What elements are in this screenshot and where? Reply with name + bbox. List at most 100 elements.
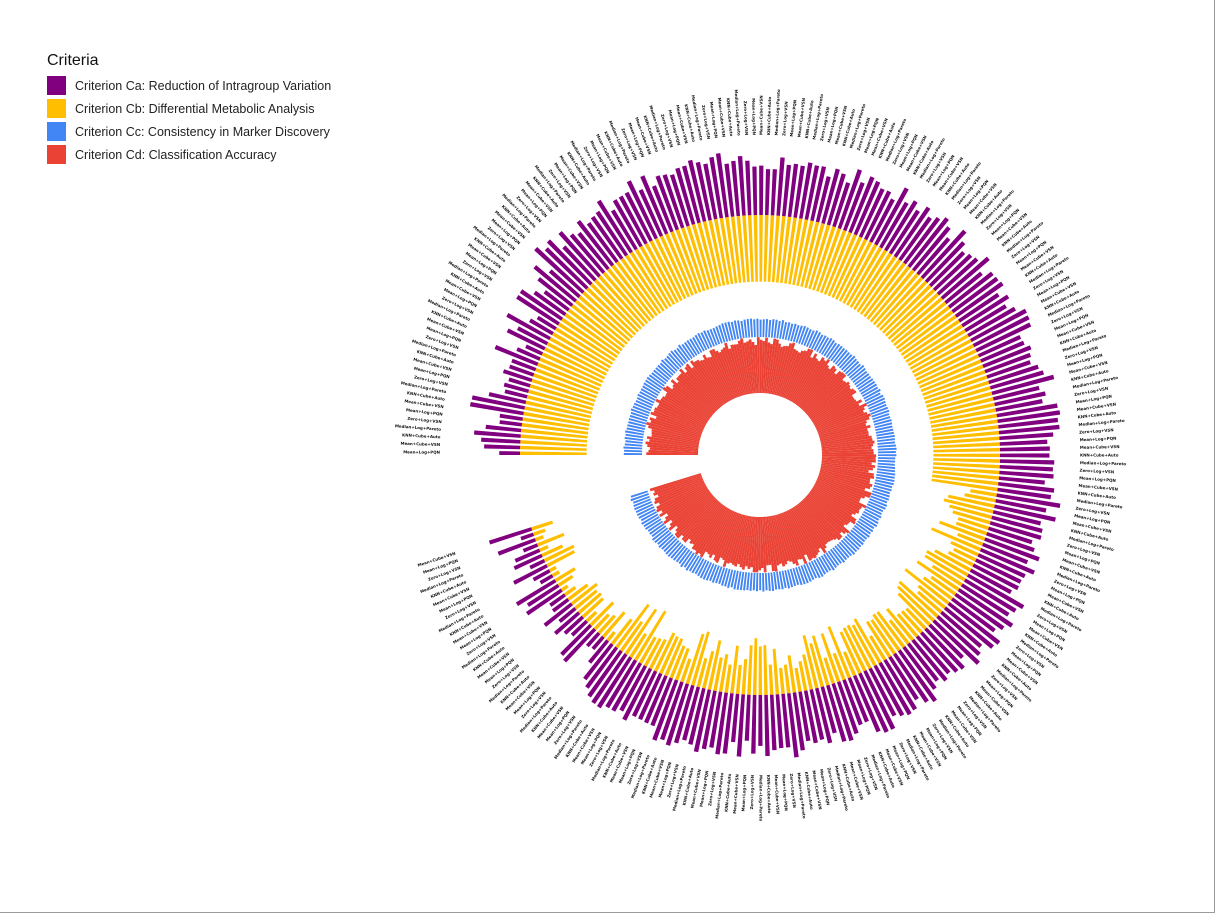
bar-cd	[711, 348, 736, 399]
bar-cb	[649, 240, 683, 302]
bar-cc	[736, 571, 742, 590]
bar-ca	[529, 318, 554, 336]
bar-ca	[764, 694, 770, 756]
bar-ca	[821, 168, 840, 224]
bar-cb	[882, 284, 932, 334]
bar-cb	[838, 241, 873, 302]
bar-ca	[967, 306, 1016, 338]
bar-cd	[747, 516, 755, 569]
bar-cd	[821, 435, 872, 446]
bar-cd	[658, 481, 705, 505]
bar-ca	[586, 221, 619, 264]
bar-cd	[647, 444, 699, 451]
bar-cc	[865, 505, 882, 516]
bar-cc	[700, 332, 710, 349]
bar-cb	[931, 478, 998, 492]
bar-cd	[707, 509, 733, 555]
legend-item-cc: Criterion Cc: Consistency in Marker Disc…	[47, 120, 331, 143]
bar-cd	[645, 441, 699, 450]
bar-cc	[739, 571, 745, 591]
category-tick-label: Mean+Log+PQN	[789, 100, 798, 137]
bar-cd	[699, 508, 730, 558]
bar-cb	[898, 310, 954, 353]
bar-cd	[737, 340, 750, 395]
bar-cb	[905, 607, 927, 630]
bar-cd	[820, 433, 869, 445]
bar-cc	[869, 498, 888, 507]
bar-cb	[521, 423, 589, 435]
bar-cc	[724, 322, 731, 342]
bar-cc	[787, 323, 794, 341]
bar-cd	[814, 399, 863, 427]
bar-cc	[877, 457, 896, 460]
bar-cd	[675, 496, 715, 532]
bar-ca	[651, 185, 674, 233]
bar-cd	[718, 351, 739, 398]
category-tick-label: Median+Log+Pareto	[714, 772, 724, 819]
bar-cb	[947, 550, 975, 567]
bar-cd	[735, 344, 749, 395]
bar-cd	[705, 508, 731, 553]
bar-cd	[784, 350, 807, 399]
bar-cd	[691, 366, 723, 407]
bar-cc	[678, 549, 691, 565]
bar-cd	[770, 515, 782, 564]
bar-cc	[808, 330, 819, 349]
bar-cc	[803, 564, 812, 582]
bar-ca	[644, 675, 668, 724]
bar-cc	[830, 548, 842, 564]
bar-cc	[852, 527, 868, 540]
bar-ca	[514, 548, 541, 563]
bar-cc	[871, 409, 890, 418]
legend-swatch-ca	[47, 76, 66, 95]
bar-cc	[852, 370, 868, 384]
bar-ca	[911, 638, 948, 682]
bar-ca	[815, 176, 831, 223]
category-tick-label: Zero+Log+VSN	[707, 771, 717, 806]
bar-cb	[933, 453, 1001, 458]
bar-cd	[674, 497, 716, 537]
bar-cc	[633, 498, 651, 508]
bar-cc	[625, 440, 643, 444]
bar-cb	[531, 378, 596, 403]
bar-cc	[873, 484, 892, 492]
bar-ca	[502, 369, 533, 383]
bar-cd	[722, 513, 741, 561]
bar-cc	[623, 452, 643, 455]
bar-cc	[810, 560, 821, 579]
bar-cb	[851, 624, 877, 667]
bar-cc	[818, 337, 830, 354]
bar-cd	[819, 423, 867, 439]
bar-cd	[817, 476, 871, 498]
bar-ca	[520, 532, 535, 541]
bar-cb	[869, 635, 887, 661]
bar-cb	[800, 221, 820, 288]
bar-cd	[709, 356, 733, 400]
bar-cb	[546, 342, 608, 376]
bar-cb	[549, 337, 610, 373]
bar-cc	[876, 431, 895, 437]
bar-cc	[858, 518, 875, 530]
bar-ca	[709, 691, 723, 748]
bar-ca	[826, 173, 846, 226]
bar-cc	[877, 468, 896, 473]
bar-cc	[840, 539, 856, 555]
bar-cb	[697, 222, 718, 288]
bar-cb	[702, 221, 722, 287]
bar-cb	[659, 635, 679, 675]
bar-cc	[874, 422, 893, 429]
bar-cc	[875, 476, 895, 483]
bar-cc	[646, 376, 664, 389]
bar-ca	[957, 588, 1014, 628]
bar-cd	[821, 456, 876, 460]
category-tick-label: Zero+Log+VSN	[1080, 468, 1115, 475]
bar-cd	[684, 366, 721, 409]
bar-ca	[682, 686, 701, 741]
bar-cc	[721, 323, 729, 342]
bar-cb	[713, 218, 730, 285]
bar-cd	[814, 403, 860, 428]
bar-cb	[870, 619, 897, 655]
bar-ca	[915, 635, 951, 675]
bar-ca	[655, 175, 679, 231]
bar-cd	[795, 505, 827, 549]
